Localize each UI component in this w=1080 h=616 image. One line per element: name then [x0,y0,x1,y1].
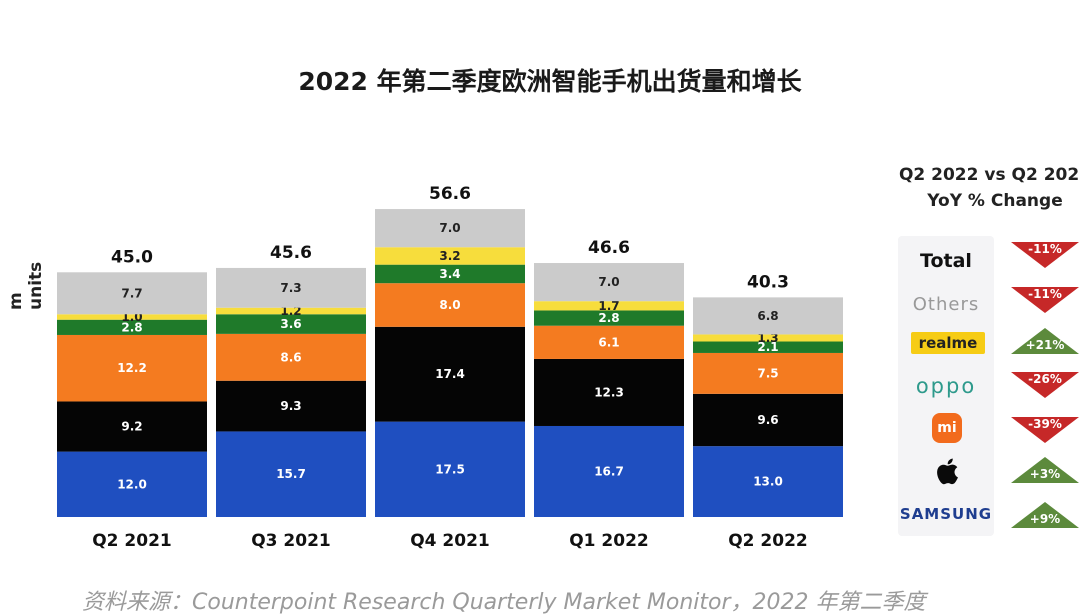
bar-segment-samsung [375,421,525,517]
bar-segment-xiaomi [375,283,525,327]
bar-segment-others [375,209,525,248]
bar-segment-label: 7.3 [280,281,301,295]
chart-title: 2022 年第二季度欧洲智能手机出货量和增长 [298,67,802,96]
bar-segment-oppo [693,341,843,353]
bar-segment-oppo [375,264,525,284]
bar-total-label: 45.6 [270,243,312,263]
bar-segment-others [693,297,843,335]
bar-segment-label: 9.2 [121,420,142,434]
bar-segment-realme [375,247,525,265]
yoy-header-line1: Q2 2022 vs Q2 2022 [898,165,1080,185]
bar-segment-oppo [534,310,684,326]
bar-segment-apple [693,393,843,447]
bar-segment-oppo [57,319,207,335]
bar-segment-xiaomi [534,325,684,359]
bar-segment-realme [534,301,684,311]
yoy-change-label: -39% [1028,417,1062,431]
bar-segment-label: 3.4 [439,267,460,281]
bar-segment-xiaomi [693,352,843,394]
source-note: 资料来源：Counterpoint Research Quarterly Mar… [82,590,926,615]
bar-segment-label: 1.7 [598,299,619,313]
bar-segment-label: 8.6 [280,350,301,364]
bar-segment-xiaomi [216,333,366,381]
bar-segment-samsung [693,446,843,517]
bar-segment-label: 2.8 [598,311,619,325]
oppo-logo: oppo [915,374,977,398]
yoy-header: Q2 2022 vs Q2 2022 YoY % Change [895,162,1080,214]
bar-segment-realme [57,314,207,320]
yoy-header-line2: YoY % Change [927,191,1063,211]
bar-total-label: 45.0 [111,247,153,267]
brand-legend-panel [898,236,994,536]
bar-segment-label: 9.6 [757,413,778,427]
bar-segment-label: 8.0 [439,298,460,312]
yoy-change-label: -26% [1028,372,1062,386]
bar-segment-label: 1.3 [757,331,778,345]
bar-segment-label: 9.3 [280,399,301,413]
x-tick-label: Q1 2022 [569,531,649,551]
yoy-triangle-down [1011,372,1079,398]
bar-segment-label: 7.0 [439,221,460,235]
bar-segment-samsung [534,425,684,517]
bar-segment-label: 16.7 [594,464,624,478]
bar-segment-others [534,263,684,302]
bar-segment-samsung [57,451,207,517]
legend-total-label: Total [920,250,972,272]
bar-segment-label: 7.0 [598,275,619,289]
x-tick-label: Q2 2022 [728,531,808,551]
bar-segment-label: 7.7 [121,286,142,300]
x-tick-label: Q4 2021 [410,531,490,551]
bar-segment-label: 2.1 [757,340,778,354]
bar-total-label: 56.6 [429,184,471,204]
yoy-triangle-down [1011,242,1079,268]
yoy-change-label: +21% [1026,338,1065,352]
yoy-triangle-up [1011,502,1079,528]
bar-segment-label: 15.7 [276,467,306,481]
yoy-triangle-down [1011,287,1079,313]
realme-logo: realme [911,332,985,354]
bar-segment-label: 6.1 [598,335,619,349]
bar-segment-apple [57,401,207,452]
bar-segment-others [57,272,207,315]
bar-segment-label: 7.5 [757,366,778,380]
bar-segment-label: 12.3 [594,385,624,399]
yoy-triangle-up [1011,328,1079,354]
bar-segment-realme [693,334,843,342]
bar-segment-label: 12.0 [117,477,147,491]
bar-segment-label: 17.4 [435,367,465,381]
apple-icon [930,453,966,489]
bar-segment-label: 17.5 [435,462,465,476]
yoy-change-label: -11% [1028,242,1062,256]
bar-total-label: 46.6 [588,238,630,258]
yoy-triangle-up [1011,457,1079,483]
yoy-change-label: +9% [1030,512,1060,526]
yoy-change-label: +3% [1030,467,1060,481]
samsung-logo: SAMSUNG [899,505,993,523]
bar-segment-apple [375,326,525,422]
x-tick-label: Q3 2021 [251,531,331,551]
bar-segment-apple [534,358,684,426]
bar-segment-label: 13.0 [753,475,783,489]
bar-segment-apple [216,380,366,432]
yoy-triangle-down [1011,417,1079,443]
bar-segment-others [216,267,366,308]
legend-others-label: Others [912,294,980,315]
bar-segment-oppo [216,314,366,334]
bar-segment-label: 3.2 [439,249,460,263]
xiaomi-logo: mi [932,413,962,443]
yoy-change-label: -11% [1028,287,1062,301]
bar-segment-label: 12.2 [117,361,147,375]
bar-total-label: 40.3 [747,272,789,292]
bar-segment-label: 6.8 [757,309,778,323]
bar-segment-label: 2.8 [121,320,142,334]
x-tick-label: Q2 2021 [92,531,172,551]
bar-segment-xiaomi [57,334,207,402]
bar-segment-samsung [216,431,366,517]
bar-segment-label: 3.6 [280,317,301,331]
bar-segment-realme [216,307,366,315]
